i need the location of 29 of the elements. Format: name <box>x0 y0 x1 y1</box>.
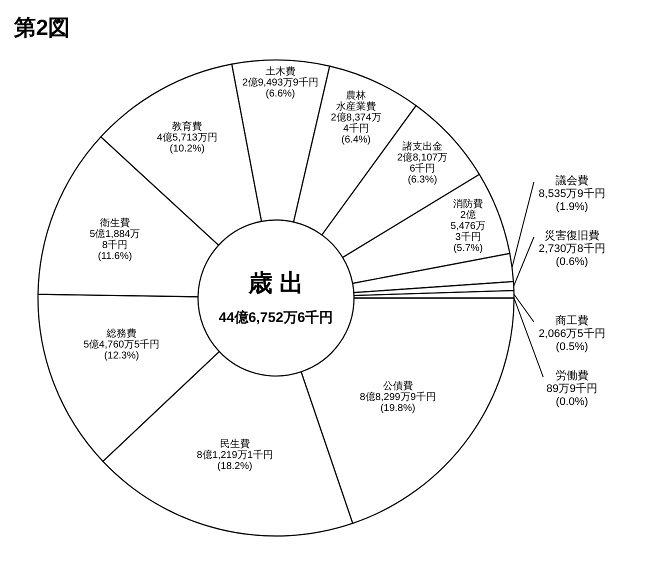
slice-label: 消防費 <box>453 198 484 210</box>
chart-title: 第2図 <box>13 15 70 40</box>
data-label: 8億1,219万1千円 (18.2%) <box>196 449 273 472</box>
slice-label: 土木費 <box>265 66 296 78</box>
slice-label: 商工費 <box>556 314 588 327</box>
text: 44億6,752万6千円 <box>218 309 334 325</box>
data-label: 8億8,299万9千円 (19.8%) <box>360 391 436 414</box>
data-label: 2億8,107万 6千円 (6.3%) <box>397 151 448 186</box>
text: 89万9千円 (0.0%) <box>546 383 598 408</box>
slice-label: 農林水産業費 <box>336 89 376 112</box>
slice-label: 議会費 <box>556 174 588 187</box>
data-label: 2,066万5千円 (0.5%) <box>538 327 606 353</box>
data-label: 5億1,884万 8千円 (11.6%) <box>90 228 140 262</box>
slice-label: 災害復旧費 <box>544 229 600 242</box>
category-label: 労働費 <box>556 370 588 382</box>
slice-label: 総務費 <box>106 328 137 340</box>
data-label: 2億 5,476万 3千円 (5.7%) <box>450 208 486 254</box>
data-label: 8,535万9千円 (1.9%) <box>538 187 606 213</box>
data-label: 2億9,493万9千円 (6.6%) <box>242 76 318 100</box>
data-label: 4億5,713万円 (10.2%) <box>156 132 218 155</box>
data-label: 2,730万8千円 (0.6%) <box>538 242 606 268</box>
slice-label: 諸支出金 <box>402 140 442 152</box>
slice-label: 民生費 <box>220 438 250 450</box>
data-label: 2億8,374万 4千円 (6.4%) <box>330 111 382 146</box>
text: 歳 出 <box>248 270 304 297</box>
slice-label: 公債費 <box>382 380 413 392</box>
slice-label: 教育費 <box>172 120 202 133</box>
slice-label: 衛生費 <box>100 217 130 230</box>
data-label: 5億4,760万5千円 (12.3%) <box>83 338 160 362</box>
